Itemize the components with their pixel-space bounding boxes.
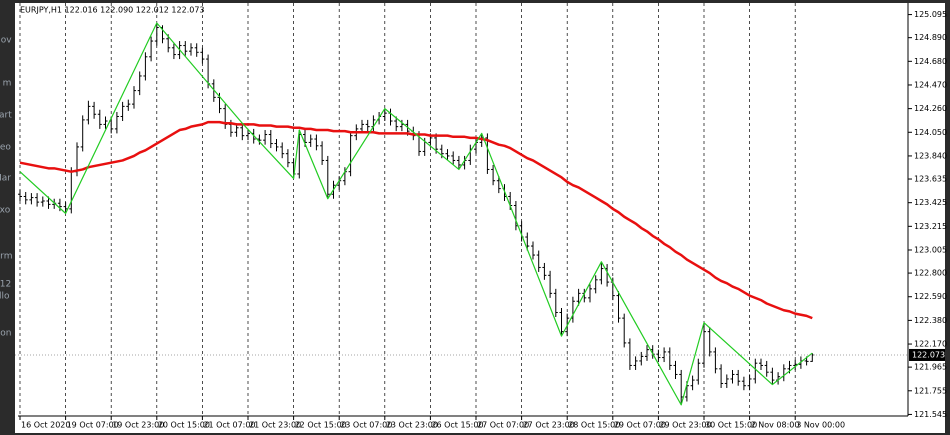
sidebar-text: 0 m bbox=[0, 79, 11, 89]
x-tick-label: 2 Nov 08:00 bbox=[751, 421, 800, 430]
x-tick-label: 30 Oct 15:00 bbox=[705, 421, 757, 430]
y-tick-label: 121.965 bbox=[914, 363, 947, 372]
x-tick-label: 19 Oct 23:00 bbox=[112, 421, 164, 430]
x-tick-label: 16 Oct 2020 bbox=[21, 421, 70, 430]
y-tick-label: 124.050 bbox=[914, 128, 947, 137]
y-tick-label: 124.890 bbox=[914, 33, 947, 42]
x-tick-label: 23 Oct 23:00 bbox=[386, 421, 438, 430]
price-label-box bbox=[909, 348, 945, 361]
y-tick-label: 125.095 bbox=[914, 10, 947, 19]
sidebar-text: Mar bbox=[0, 174, 11, 184]
y-tick-label: 124.260 bbox=[914, 104, 947, 113]
x-tick-label: 27 Oct 23:00 bbox=[523, 421, 575, 430]
y-tick-label: 122.380 bbox=[914, 316, 947, 325]
x-tick-label: 20 Oct 15:00 bbox=[158, 421, 210, 430]
x-tick-label: 29 Oct 23:00 bbox=[659, 421, 711, 430]
x-tick-label: 19 Oct 07:00 bbox=[67, 421, 119, 430]
y-tick-label: 123.215 bbox=[914, 222, 947, 231]
y-tick-label: 122.170 bbox=[914, 340, 947, 349]
sidebar-text: Part bbox=[0, 111, 12, 121]
x-tick-label: 22 Oct 15:00 bbox=[295, 421, 347, 430]
y-tick-label: 121.755 bbox=[914, 386, 947, 395]
y-tick-label: 124.470 bbox=[914, 80, 947, 89]
x-tick-label: 21 Oct 23:00 bbox=[249, 421, 301, 430]
x-tick-label: 23 Oct 07:00 bbox=[340, 421, 392, 430]
y-tick-label: 121.545 bbox=[914, 410, 947, 419]
x-tick-label: 3 Nov 00:00 bbox=[796, 421, 845, 430]
chart-area bbox=[15, 3, 945, 433]
price-label: 122.073 bbox=[912, 350, 945, 359]
x-tick-label: 28 Oct 15:00 bbox=[568, 421, 620, 430]
sidebar-text: Nov bbox=[0, 36, 12, 46]
sidebar-text: llllo bbox=[0, 292, 10, 302]
y-tick-label: 122.800 bbox=[914, 269, 947, 278]
sidebar-text: Con bbox=[0, 329, 12, 339]
y-tick-label: 123.840 bbox=[914, 151, 947, 160]
x-tick-label: 29 Oct 07:00 bbox=[614, 421, 666, 430]
sidebar-text: Reo bbox=[0, 143, 11, 153]
x-tick-label: 26 Oct 15:00 bbox=[431, 421, 483, 430]
sidebar-text: 012 bbox=[0, 280, 11, 290]
symbol-info: EURJPY,H1 122.016 122.090 122.012 122.07… bbox=[20, 6, 205, 15]
y-tick-label: 123.635 bbox=[914, 175, 947, 184]
y-tick-label: 123.425 bbox=[914, 198, 947, 207]
sidebar-text: Arm bbox=[0, 252, 12, 262]
y-tick-label: 123.005 bbox=[914, 245, 947, 254]
y-tick-label: 122.590 bbox=[914, 292, 947, 301]
x-tick-label: 27 Oct 07:00 bbox=[477, 421, 529, 430]
sidebar-text: Exo bbox=[0, 206, 11, 216]
x-tick-label: 21 Oct 07:00 bbox=[203, 421, 255, 430]
sidebar-cover bbox=[15, 3, 18, 433]
zigzag bbox=[19, 22, 813, 406]
y-tick-label: 124.680 bbox=[914, 57, 947, 66]
